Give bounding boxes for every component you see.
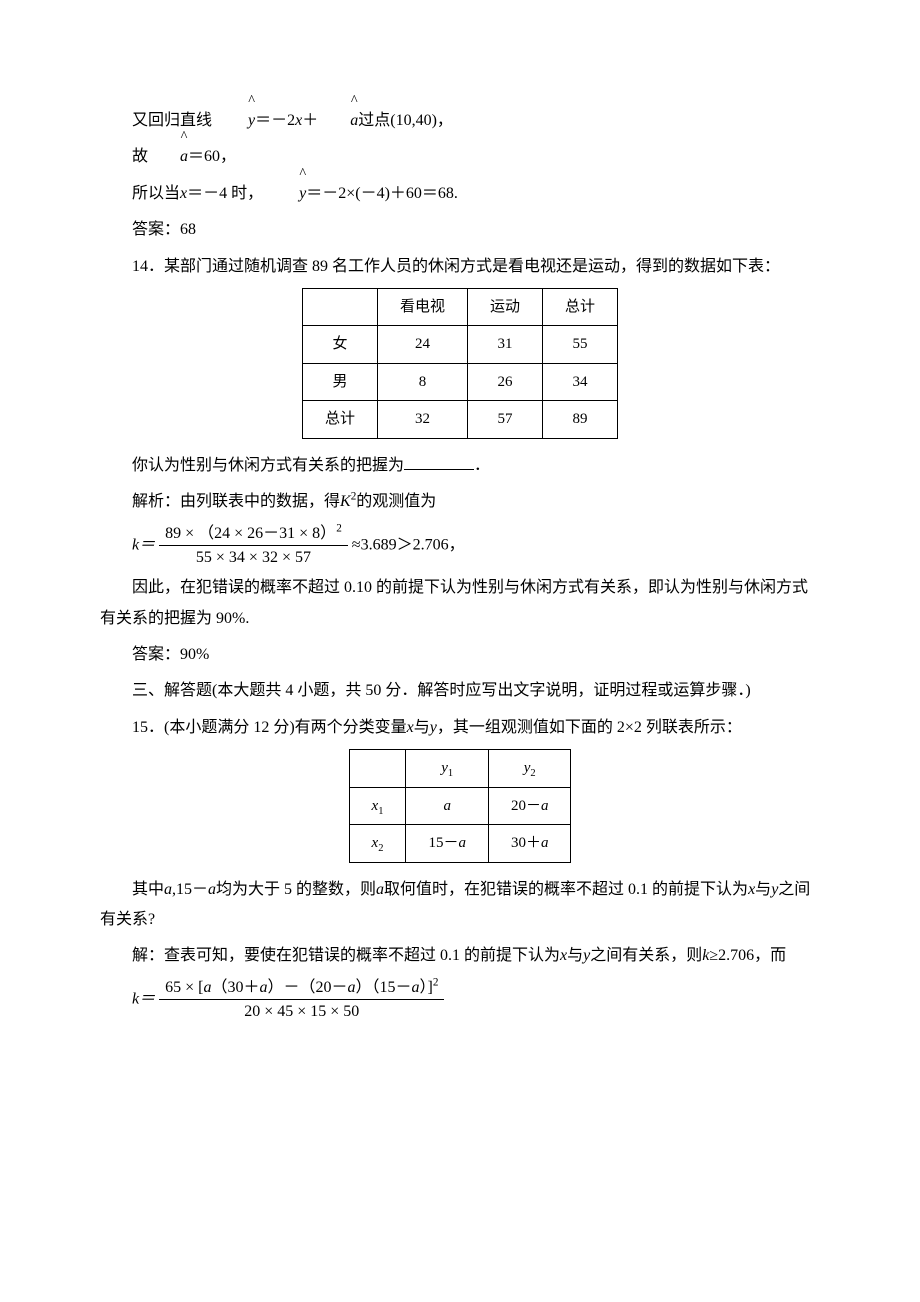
answer-value: 68 <box>180 221 196 238</box>
question-15-b: 其中a,15－a均为大于 5 的整数，则a取何值时，在犯错误的概率不超过 0.1… <box>100 875 820 936</box>
equation-k1: k＝ 89 × （24 × 26－31 × 8）2 55 × 34 × 32 ×… <box>100 524 820 567</box>
text: 又回归直线 <box>132 112 212 129</box>
paragraph-2: 故^a＝60， <box>100 142 820 172</box>
row-label-female: 女 <box>302 326 377 364</box>
text: 取何值时，在犯错误的概率不超过 0.1 的前提下认为 <box>384 881 748 898</box>
solution-15-a: 解：查表可知，要使在犯错误的概率不超过 0.1 的前提下认为x与y之间有关系，则… <box>100 941 820 971</box>
cell: 8 <box>377 363 467 401</box>
k-equals: k＝ <box>132 536 155 553</box>
var-a: a <box>208 881 216 898</box>
text: ＝－4 时， <box>187 185 263 202</box>
table-1: 看电视 运动 总计 女 24 31 55 男 8 26 34 总计 32 57 … <box>302 288 618 439</box>
row-label-total: 总计 <box>302 401 377 439</box>
fill-blank <box>404 455 474 470</box>
text: 其中 <box>132 881 164 898</box>
text: 三、解答题(本大题共 4 小题，共 50 分．解答时应写出文字说明，证明过程或运… <box>132 682 751 699</box>
table-row: x2 15－a 30＋a <box>349 825 571 863</box>
equation-k2: k＝ 65 × [a（30＋a）－（20－a）（15－a）]2 20 × 45 … <box>100 978 820 1021</box>
cell: 31 <box>468 326 543 364</box>
answer-2: 答案：90% <box>100 640 820 670</box>
text: ． <box>474 457 490 474</box>
hat-y: ^y <box>267 179 306 209</box>
table-row: 男 8 26 34 <box>302 363 617 401</box>
table-row: y1 y2 <box>349 750 571 788</box>
answer-label: 答案： <box>132 221 180 238</box>
cell: 15－a <box>406 825 489 863</box>
text: ，其一组观测值如下面的 2×2 列联表所示： <box>437 719 742 736</box>
var-a: a <box>164 881 172 898</box>
text: 因此，在犯错误的概率不超过 0.10 的前提下认为性别与休闲方式有关系，即认为性… <box>100 579 808 626</box>
text: ＝－2 <box>255 112 295 129</box>
text: 故 <box>132 148 148 165</box>
cell-blank <box>349 750 406 788</box>
hat-a: ^a <box>318 106 358 136</box>
text: ≈3.689＞2.706， <box>352 536 465 553</box>
cell: 57 <box>468 401 543 439</box>
row-label-male: 男 <box>302 363 377 401</box>
text: 与 <box>414 719 430 736</box>
answer-1: 答案：68 <box>100 215 820 245</box>
col-header-y1: y1 <box>406 750 489 788</box>
text: 你认为性别与休闲方式有关系的把握为 <box>132 457 404 474</box>
text: ＝－2×(－4)＋60＝68. <box>306 185 458 202</box>
text: 之间有关系，则 <box>590 947 702 964</box>
text: 与 <box>567 947 583 964</box>
cell: 20－a <box>488 787 571 825</box>
text: 均为大于 5 的整数，则 <box>216 881 376 898</box>
question-14-blank: 你认为性别与休闲方式有关系的把握为 ． <box>100 451 820 481</box>
fraction-1: 89 × （24 × 26－31 × 8）2 55 × 34 × 32 × 57 <box>159 524 348 567</box>
text: 解：查表可知，要使在犯错误的概率不超过 0.1 的前提下认为 <box>132 947 560 964</box>
var-y: y <box>430 719 437 736</box>
var-a: a <box>376 881 384 898</box>
cell: a <box>406 787 489 825</box>
table-row: x1 a 20－a <box>349 787 571 825</box>
table-row: 总计 32 57 89 <box>302 401 617 439</box>
text: 15．(本小题满分 12 分)有两个分类变量 <box>132 719 407 736</box>
col-header-y2: y2 <box>488 750 571 788</box>
table-2: y1 y2 x1 a 20－a x2 15－a 30＋a <box>349 749 572 863</box>
table-row: 看电视 运动 总计 <box>302 288 617 326</box>
cell: 89 <box>543 401 618 439</box>
text: ,15－ <box>172 881 208 898</box>
section-3-header: 三、解答题(本大题共 4 小题，共 50 分．解答时应写出文字说明，证明过程或运… <box>100 676 820 706</box>
cell: 30＋a <box>488 825 571 863</box>
cell-blank <box>302 288 377 326</box>
k-equals: k＝ <box>132 990 155 1007</box>
row-label-x2: x2 <box>349 825 406 863</box>
solution-14-a: 解析：由列联表中的数据，得K2的观测值为 <box>100 487 820 517</box>
answer-label: 答案： <box>132 646 180 663</box>
cell: 24 <box>377 326 467 364</box>
text: ≥2.706，而 <box>709 947 786 964</box>
col-header-sport: 运动 <box>468 288 543 326</box>
cell: 55 <box>543 326 618 364</box>
row-label-x1: x1 <box>349 787 406 825</box>
question-14: 14．某部门通过随机调查 89 名工作人员的休闲方式是看电视还是运动，得到的数据… <box>100 252 820 282</box>
text: ＝60， <box>188 148 236 165</box>
text: 与 <box>755 881 771 898</box>
paragraph-3: 所以当x＝－4 时， ^y＝－2×(－4)＋60＝68. <box>100 179 820 209</box>
solution-14-b: 因此，在犯错误的概率不超过 0.10 的前提下认为性别与休闲方式有关系，即认为性… <box>100 573 820 634</box>
var-x: x <box>407 719 414 736</box>
cell: 26 <box>468 363 543 401</box>
cell: 34 <box>543 363 618 401</box>
cell: 32 <box>377 401 467 439</box>
hat-y: ^y <box>216 106 255 136</box>
text: 过点(10,40)， <box>358 112 453 129</box>
col-header-tv: 看电视 <box>377 288 467 326</box>
text: 14．某部门通过随机调查 89 名工作人员的休闲方式是看电视还是运动，得到的数据… <box>132 258 780 275</box>
text: 的观测值为 <box>356 493 436 510</box>
var-K: K <box>340 493 351 510</box>
fraction-2: 65 × [a（30＋a）－（20－a）（15－a）]2 20 × 45 × 1… <box>159 978 444 1021</box>
hat-a: ^a <box>148 142 188 172</box>
paragraph-1: 又回归直线 ^y＝－2x＋^a过点(10,40)， <box>100 106 820 136</box>
text: ＋ <box>302 112 318 129</box>
answer-value: 90% <box>180 646 209 663</box>
col-header-total: 总计 <box>543 288 618 326</box>
text: 解析：由列联表中的数据，得 <box>132 493 340 510</box>
question-15: 15．(本小题满分 12 分)有两个分类变量x与y，其一组观测值如下面的 2×2… <box>100 713 820 743</box>
text: 所以当 <box>132 185 180 202</box>
table-row: 女 24 31 55 <box>302 326 617 364</box>
